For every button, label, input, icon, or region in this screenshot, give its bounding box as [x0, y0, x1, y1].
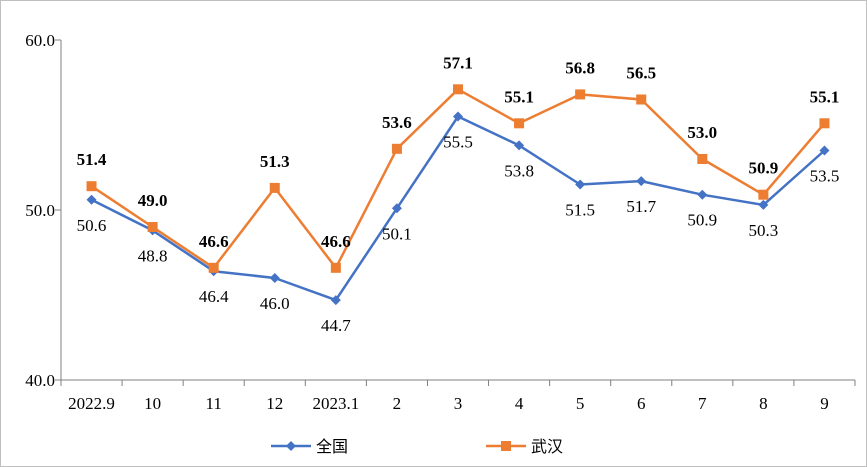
x-tick-label: 5 — [576, 394, 585, 413]
data-label-national: 50.9 — [687, 211, 717, 230]
data-point — [636, 94, 647, 105]
data-point — [269, 273, 280, 283]
legend-item-wuhan: 武汉 — [486, 437, 563, 456]
data-label-national: 48.8 — [138, 246, 168, 265]
data-label-national: 50.1 — [382, 224, 412, 243]
data-label-wuhan: 49.0 — [138, 191, 168, 210]
data-label-wuhan: 51.4 — [77, 150, 107, 169]
data-point — [453, 111, 463, 122]
x-tick-label: 7 — [698, 394, 707, 413]
data-label-national: 55.5 — [443, 133, 473, 152]
data-label-wuhan: 57.1 — [443, 53, 473, 72]
data-label-wuhan: 55.1 — [504, 87, 534, 106]
y-tick-label: 60.0 — [25, 31, 55, 50]
data-point — [758, 189, 769, 200]
data-point — [86, 181, 97, 192]
data-point — [819, 145, 830, 156]
data-label-national: 50.3 — [749, 221, 779, 240]
x-tick-label: 10 — [144, 394, 161, 413]
data-label-national: 46.4 — [199, 287, 229, 306]
y-axis-ticks: 40.0 50.0 60.0 — [25, 31, 61, 390]
data-label-national: 46.0 — [260, 294, 290, 313]
x-tick-label: 6 — [637, 394, 646, 413]
data-label-national: 53.8 — [504, 161, 534, 180]
x-axis-ticks: 2022.9 10 11 12 2023.1 2 3 4 5 6 7 8 9 — [60, 380, 856, 413]
data-point — [330, 262, 341, 273]
data-point — [636, 176, 647, 187]
data-point — [330, 295, 341, 306]
legend: 全国 武汉 — [271, 437, 563, 456]
data-label-wuhan: 46.6 — [321, 232, 351, 251]
y-tick-label: 50.0 — [25, 201, 55, 220]
data-label-national: 44.7 — [321, 316, 351, 335]
data-point — [697, 189, 708, 200]
data-label-wuhan: 56.8 — [565, 58, 595, 77]
data-label-national: 50.6 — [77, 216, 107, 235]
data-point — [269, 182, 280, 193]
legend-label: 武汉 — [531, 437, 563, 456]
legend-marker — [286, 441, 296, 451]
data-point — [514, 140, 525, 151]
series-wuhan — [86, 84, 830, 273]
series-layer — [86, 84, 830, 306]
x-tick-label: 2022.9 — [68, 394, 115, 413]
data-label-wuhan: 53.0 — [687, 123, 717, 142]
data-point — [147, 222, 158, 232]
data-label-wuhan: 46.6 — [199, 232, 229, 251]
data-label-national: 53.5 — [810, 167, 840, 186]
data-point — [86, 194, 97, 205]
data-point — [391, 143, 402, 154]
data-point — [575, 179, 586, 190]
y-tick-label: 40.0 — [25, 371, 55, 390]
x-tick-label: 9 — [820, 394, 829, 413]
x-tick-label: 4 — [515, 394, 524, 413]
data-point — [758, 199, 769, 210]
data-point — [697, 154, 708, 164]
x-tick-label: 2023.1 — [312, 394, 359, 413]
data-label-national: 51.7 — [626, 197, 656, 216]
data-point — [208, 262, 219, 273]
legend-label: 全国 — [316, 437, 348, 456]
data-point — [391, 203, 402, 214]
legend-item-national: 全国 — [271, 437, 348, 456]
x-tick-label: 8 — [759, 394, 768, 413]
data-point — [453, 84, 463, 95]
x-tick-label: 2 — [393, 394, 402, 413]
data-labels-layer: 50.6 51.4 48.8 49.0 46.4 46.6 46.0 51.3 44.7 46.6… — [77, 53, 840, 335]
data-label-wuhan: 51.3 — [260, 152, 290, 171]
data-label-wuhan: 53.6 — [382, 113, 412, 132]
legend-marker — [501, 441, 511, 451]
x-tick-label: 11 — [206, 394, 222, 413]
data-label-wuhan: 55.1 — [810, 87, 840, 106]
x-tick-label: 3 — [454, 394, 463, 413]
data-point — [514, 118, 525, 129]
data-label-wuhan: 50.9 — [749, 159, 779, 178]
data-point — [575, 89, 586, 100]
data-label-national: 51.5 — [565, 201, 595, 220]
x-tick-label: 12 — [266, 394, 283, 413]
data-label-wuhan: 56.5 — [626, 64, 656, 83]
data-point — [819, 118, 830, 129]
